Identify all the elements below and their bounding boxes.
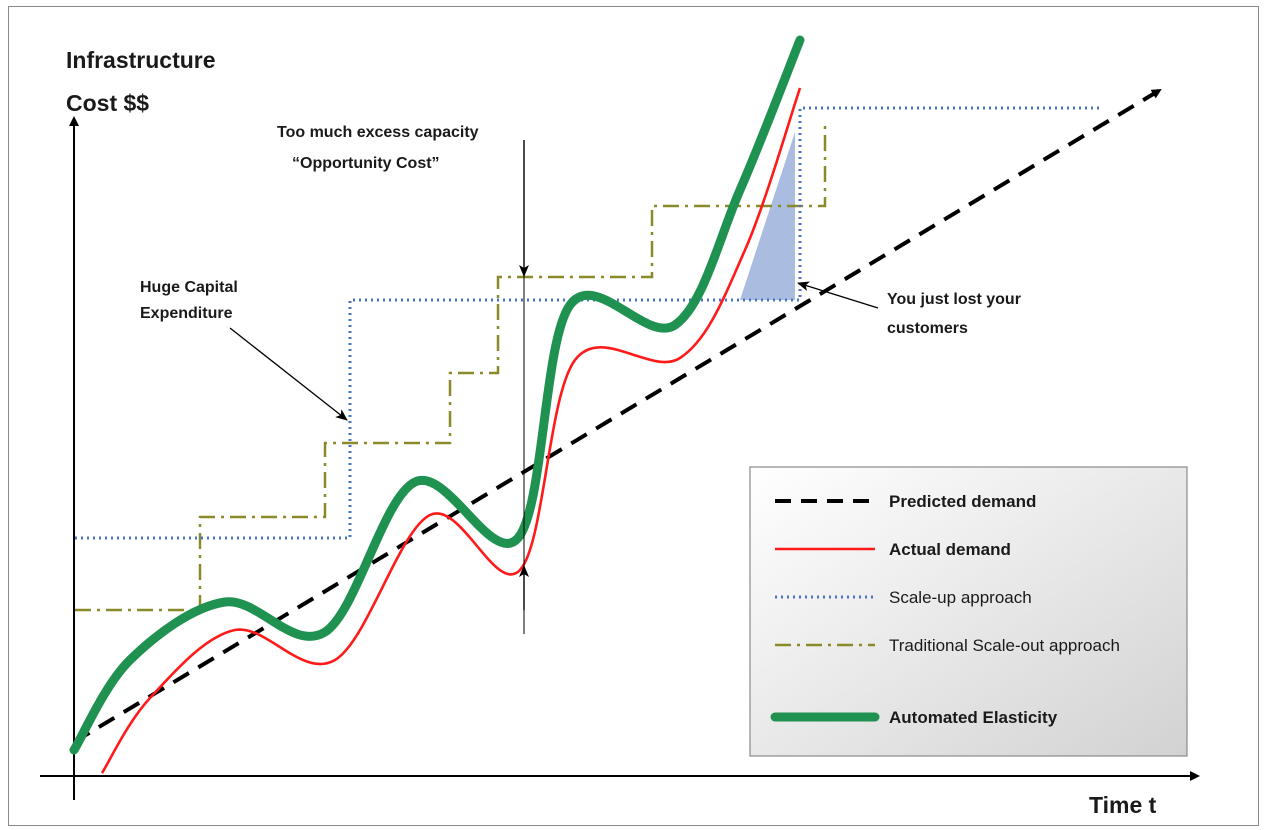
lost-customers-area xyxy=(740,132,795,300)
y-axis-label-line1: Infrastructure xyxy=(66,47,216,73)
legend-label-traditional-scale-out-approach: Traditional Scale-out approach xyxy=(889,636,1120,655)
capex-annotation-line1: Huge Capital xyxy=(140,279,238,296)
legend-items: Predicted demand Actual demand Scale-up ap… xyxy=(770,492,1120,727)
y-axis-label-line2: Cost $$ xyxy=(66,90,149,116)
excess-annotation-line2: “Opportunity Cost” xyxy=(292,155,440,172)
series-line-actual-demand xyxy=(100,87,802,774)
legend-label-predicted-demand: Predicted demand xyxy=(889,492,1036,511)
legend-label-scale-up-approach: Scale-up approach xyxy=(889,588,1032,607)
series-line-traditional-scale-out-approach xyxy=(75,122,827,612)
lost-annotation-line1: You just lost your xyxy=(887,291,1021,308)
legend: Predicted demand Actual demand Scale-up ap… xyxy=(749,466,1188,757)
capex-annotation-line2: Expenditure xyxy=(140,305,233,322)
capex-arrow xyxy=(229,327,348,421)
x-axis-label: Time t xyxy=(1089,792,1157,818)
series-layer xyxy=(69,35,1162,774)
series-line-automated-elasticity xyxy=(69,35,805,755)
lost-arrow xyxy=(797,281,879,309)
legend-box xyxy=(749,466,1188,757)
excess-annotation-line1: Too much excess capacity xyxy=(277,124,479,141)
legend-label-actual-demand: Actual demand xyxy=(889,540,1011,559)
lost-annotation-line2: customers xyxy=(887,320,968,337)
legend-label-automated-elasticity: Automated Elasticity xyxy=(889,708,1058,727)
